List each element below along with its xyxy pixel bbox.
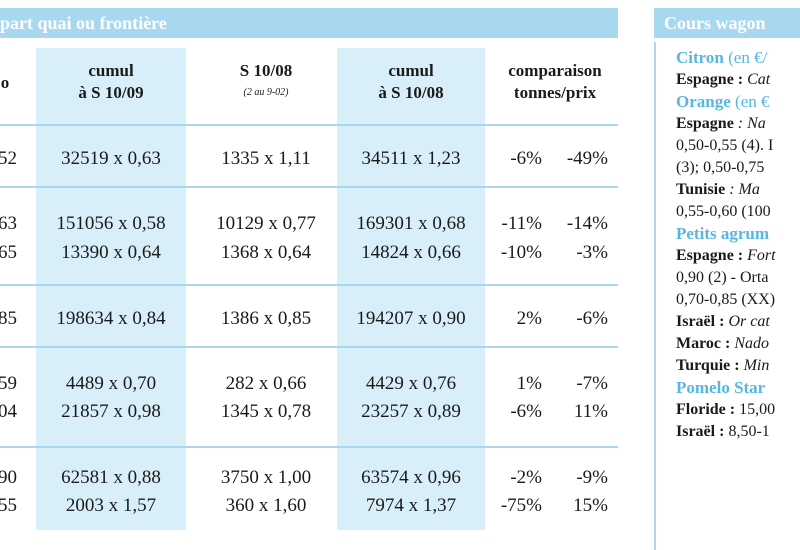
cell-tonnes-change: -6% [510,401,542,422]
cell-cumul-08: 63574 x 0,96 [361,467,461,488]
price-line: Espagne : Fort [676,247,776,264]
cell-price-change: -14% [566,213,608,234]
row-divider [0,446,618,448]
price-line: 0,55-0,60 (100 [676,203,771,220]
price-line: Israël : Or cat [676,313,770,330]
cell-cumul-09: 4489 x 0,70 [65,373,157,394]
cell-cumul-09: 32519 x 0,63 [61,148,161,169]
row-prefix: 04 [0,401,17,422]
row-prefix: 55 [0,495,17,516]
row-divider [0,124,618,126]
row-prefix: 63 [0,213,17,234]
cell-week-08: 10129 x 0,77 [216,213,316,234]
price-line: Tunisie : Ma [676,181,760,198]
cell-week-08: 1368 x 0,64 [220,242,312,263]
price-line: Espagne : Cat [676,71,771,88]
cell-cumul-09: 198634 x 0,84 [56,308,166,329]
cell-price-change: 11% [573,401,608,422]
category-pomelo: Pomelo Star [676,378,766,397]
cell-price-change: -49% [566,148,608,169]
cell-cumul-08: 23257 x 0,89 [361,401,461,422]
cell-week-08: 360 x 1,60 [225,495,307,516]
cell-tonnes-change: -11% [501,213,542,234]
price-line: 0,50-0,55 (4). I [676,137,774,154]
cell-tonnes-change: -75% [500,495,542,516]
category-citron: Citron (en €/ [676,48,768,67]
table-title-banner: part quai ou frontière [0,8,618,38]
cell-price-change: 15% [573,495,608,516]
price-line: Maroc : Nado [676,335,770,352]
cell-price-change: -3% [576,242,608,263]
cell-week-08: 1335 x 1,11 [221,148,311,169]
cell-tonnes-change: -10% [500,242,542,263]
column-header-comparison: comparaison tonnes/prix [508,61,602,102]
cell-cumul-08: 7974 x 1,37 [365,495,457,516]
side-panel-title-banner: Cours wagon [654,8,800,38]
cell-tonnes-change: 1% [516,373,542,394]
cell-cumul-08: 34511 x 1,23 [361,148,461,169]
cell-cumul-08: 14824 x 0,66 [361,242,461,263]
cell-cumul-09: 151056 x 0,58 [56,213,166,234]
cell-price-change: -6% [576,308,608,329]
price-line: 0,70-0,85 (XX) [676,291,776,308]
price-line: Espagne : Na [676,115,766,132]
price-line: Turquie : Min [676,357,770,374]
row-divider [0,186,618,188]
row-divider [0,346,618,348]
cell-price-change: -9% [576,467,608,488]
cell-tonnes-change: -2% [510,467,542,488]
column-header-week-08: S 10/08 (2 au 9-02) [239,61,293,98]
category-petits-agrumes: Petits agrum [676,224,770,243]
row-prefix: 52 [0,148,17,169]
shaded-column-cumul-08 [337,48,485,530]
cell-cumul-09: 21857 x 0,98 [61,401,161,422]
price-line: Floride : 15,00 [676,401,776,418]
cell-week-08: 282 x 0,66 [225,373,307,394]
price-line: (3); 0,50-0,75 [676,159,765,176]
cell-week-08: 1345 x 0,78 [220,401,312,422]
price-line: Israël : 8,50-1 [676,423,770,440]
shaded-column-cumul-09 [36,48,186,530]
column-header-cumul-08: cumul à S 10/08 [378,61,444,102]
cell-price-change: -7% [576,373,608,394]
cell-cumul-08: 194207 x 0,90 [356,308,466,329]
row-divider [0,284,618,286]
row-prefix: 90 [0,467,17,488]
cell-cumul-08: 4429 x 0,76 [365,373,457,394]
cell-cumul-09: 2003 x 1,57 [65,495,157,516]
cell-week-08: 3750 x 1,00 [220,467,312,488]
cell-cumul-09: 13390 x 0,64 [61,242,161,263]
column-header-fragment: o [0,73,10,92]
cell-cumul-08: 169301 x 0,68 [356,213,466,234]
panel-divider [654,42,656,550]
category-orange: Orange (en € [676,92,770,111]
cell-week-08: 1386 x 0,85 [220,308,312,329]
column-header-cumul-09: cumul à S 10/09 [78,61,144,102]
cell-tonnes-change: -6% [510,148,542,169]
row-prefix: 85 [0,308,17,329]
row-prefix: 65 [0,242,17,263]
price-line: 0,90 (2) - Orta [676,269,769,286]
row-prefix: 59 [0,373,17,394]
cell-tonnes-change: 2% [516,308,542,329]
cell-cumul-09: 62581 x 0,88 [61,467,161,488]
